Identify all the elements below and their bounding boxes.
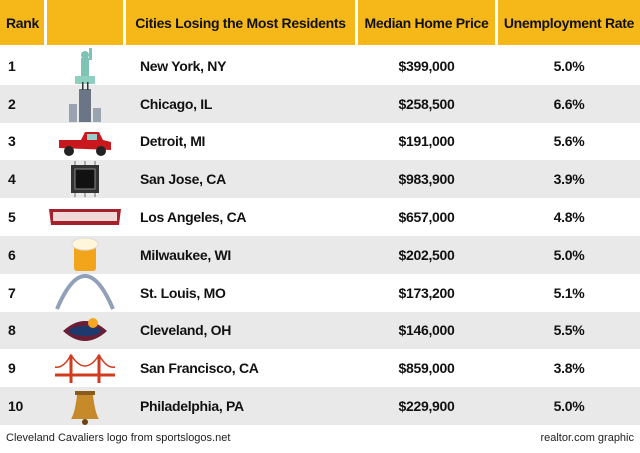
- header-price: Median Home Price: [358, 0, 495, 45]
- row-band: [0, 236, 640, 274]
- city-cell: Cleveland, OH: [140, 322, 232, 339]
- rate-cell: 5.1%: [553, 284, 585, 301]
- rate-cell: 3.8%: [553, 360, 585, 377]
- price-cell: $859,000: [398, 360, 455, 377]
- footer-credit: Cleveland Cavaliers logo from sportslogo…: [6, 432, 231, 444]
- price-cell: $399,000: [398, 57, 455, 74]
- rank-cell: 10: [8, 398, 23, 415]
- rank-cell: 9: [8, 360, 16, 377]
- city-cell: Los Angeles, CA: [140, 209, 247, 226]
- header-rate: Unemployment Rate: [498, 0, 640, 45]
- rate-cell: 6.6%: [553, 95, 585, 112]
- rank-cell: 4: [8, 171, 16, 188]
- price-cell: $173,200: [398, 284, 455, 301]
- rank-cell: 1: [8, 57, 16, 74]
- rank-cell: 7: [8, 284, 16, 301]
- city-cell: Philadelphia, PA: [140, 398, 244, 415]
- header-city: Cities Losing the Most Residents: [126, 0, 355, 45]
- footer-source: realtor.com graphic: [540, 432, 634, 444]
- rate-cell: 5.0%: [553, 57, 585, 74]
- rank-cell: 6: [8, 246, 16, 263]
- city-cell: St. Louis, MO: [140, 284, 226, 301]
- row-band: [0, 160, 640, 199]
- row-band: [0, 387, 640, 425]
- city-cell: Chicago, IL: [140, 95, 213, 112]
- rank-cell: 2: [8, 95, 16, 112]
- price-cell: $229,900: [398, 398, 455, 415]
- price-cell: $657,000: [398, 209, 455, 226]
- city-cell: San Jose, CA: [140, 171, 226, 188]
- city-cell: Milwaukee, WI: [140, 246, 232, 263]
- city-cell: San Francisco, CA: [140, 360, 259, 377]
- rate-cell: 3.9%: [553, 171, 585, 188]
- price-cell: $146,000: [398, 322, 455, 339]
- price-cell: $258,500: [398, 95, 455, 112]
- header-rank: Rank: [0, 0, 44, 45]
- price-cell: $191,000: [398, 133, 455, 150]
- price-cell: $983,900: [398, 171, 455, 188]
- rate-cell: 5.0%: [553, 246, 585, 263]
- row-band: [0, 84, 640, 123]
- icon-column: [49, 48, 121, 425]
- rate-cell: 4.8%: [553, 209, 585, 226]
- header-icon: [47, 0, 123, 45]
- rank-cell: 3: [8, 133, 16, 150]
- rank-cell: 5: [8, 209, 16, 226]
- row-band: [0, 311, 640, 350]
- price-cell: $202,500: [398, 246, 455, 263]
- rate-cell: 5.5%: [553, 322, 585, 339]
- rank-cell: 8: [8, 322, 16, 339]
- rate-cell: 5.0%: [553, 398, 585, 415]
- rate-cell: 5.6%: [553, 133, 585, 150]
- city-cell: Detroit, MI: [140, 133, 206, 150]
- city-cell: New York, NY: [140, 57, 227, 74]
